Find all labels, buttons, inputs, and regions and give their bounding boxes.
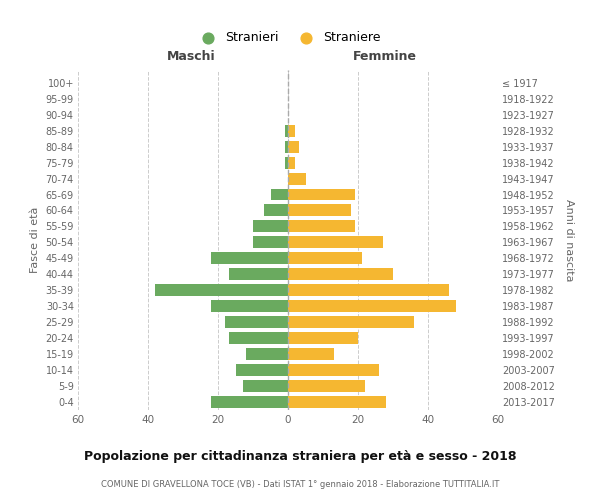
Bar (211, 300, 288, 312)
Bar (288, 252, 361, 264)
Bar (253, 236, 288, 248)
Bar (288, 188, 355, 200)
Bar (211, 396, 288, 408)
Bar (288, 204, 351, 216)
Bar (263, 204, 288, 216)
Bar (155, 284, 288, 296)
Bar (288, 364, 379, 376)
Bar (288, 348, 334, 360)
Bar (288, 156, 295, 168)
Bar (235, 364, 288, 376)
Bar (288, 124, 295, 136)
Bar (211, 252, 288, 264)
Bar (253, 220, 288, 232)
Bar (284, 140, 288, 152)
Bar (288, 380, 365, 392)
Bar (229, 268, 288, 280)
Bar (242, 380, 288, 392)
Text: Popolazione per cittadinanza straniera per età e sesso - 2018: Popolazione per cittadinanza straniera p… (84, 450, 516, 463)
Bar (288, 172, 305, 184)
Bar (288, 220, 355, 232)
Bar (288, 284, 449, 296)
Bar (288, 316, 414, 328)
Y-axis label: Anni di nascita: Anni di nascita (565, 198, 574, 281)
Bar (288, 268, 393, 280)
Bar (229, 332, 288, 344)
Bar (288, 236, 383, 248)
Bar (246, 348, 288, 360)
Bar (271, 188, 288, 200)
Bar (288, 300, 456, 312)
Bar (225, 316, 288, 328)
Bar (288, 332, 358, 344)
Y-axis label: Fasce di età: Fasce di età (30, 207, 40, 273)
Bar (288, 396, 386, 408)
Bar (288, 140, 299, 152)
Bar (284, 124, 288, 136)
Text: Femmine: Femmine (353, 50, 416, 63)
Text: COMUNE DI GRAVELLONA TOCE (VB) - Dati ISTAT 1° gennaio 2018 - Elaborazione TUTTI: COMUNE DI GRAVELLONA TOCE (VB) - Dati IS… (101, 480, 499, 489)
Bar (284, 156, 288, 168)
Text: Maschi: Maschi (167, 50, 216, 63)
Legend: Stranieri, Straniere: Stranieri, Straniere (193, 28, 383, 46)
